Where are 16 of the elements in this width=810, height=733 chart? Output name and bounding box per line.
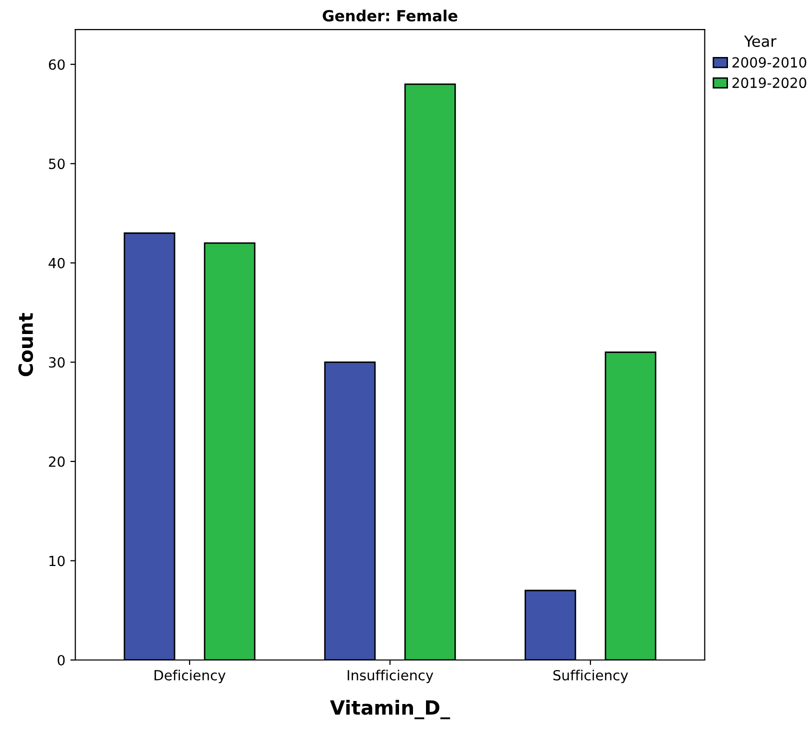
x-tick-label: Deficiency [154,670,226,684]
x-axis-title: Vitamin_D_ [330,700,450,720]
x-tick-label: Sufficiency [553,670,628,684]
chart-title: Gender: Female [322,10,458,22]
y-tick-label: 0 [58,654,65,666]
y-axis-title: Count [18,312,34,376]
legend-label: 2009-2010 [732,57,806,68]
y-tick-label: 60 [48,59,65,70]
legend-label: 2019-2020 [732,78,806,88]
y-tick-label: 40 [48,258,65,268]
y-tick-label: 30 [48,357,65,368]
legend-title: Year [744,36,776,47]
x-tick-label: Insufficiency [348,670,434,684]
y-tick-label: 20 [48,456,65,467]
y-tick-label: 50 [49,158,65,170]
y-tick-label: 10 [49,556,65,566]
